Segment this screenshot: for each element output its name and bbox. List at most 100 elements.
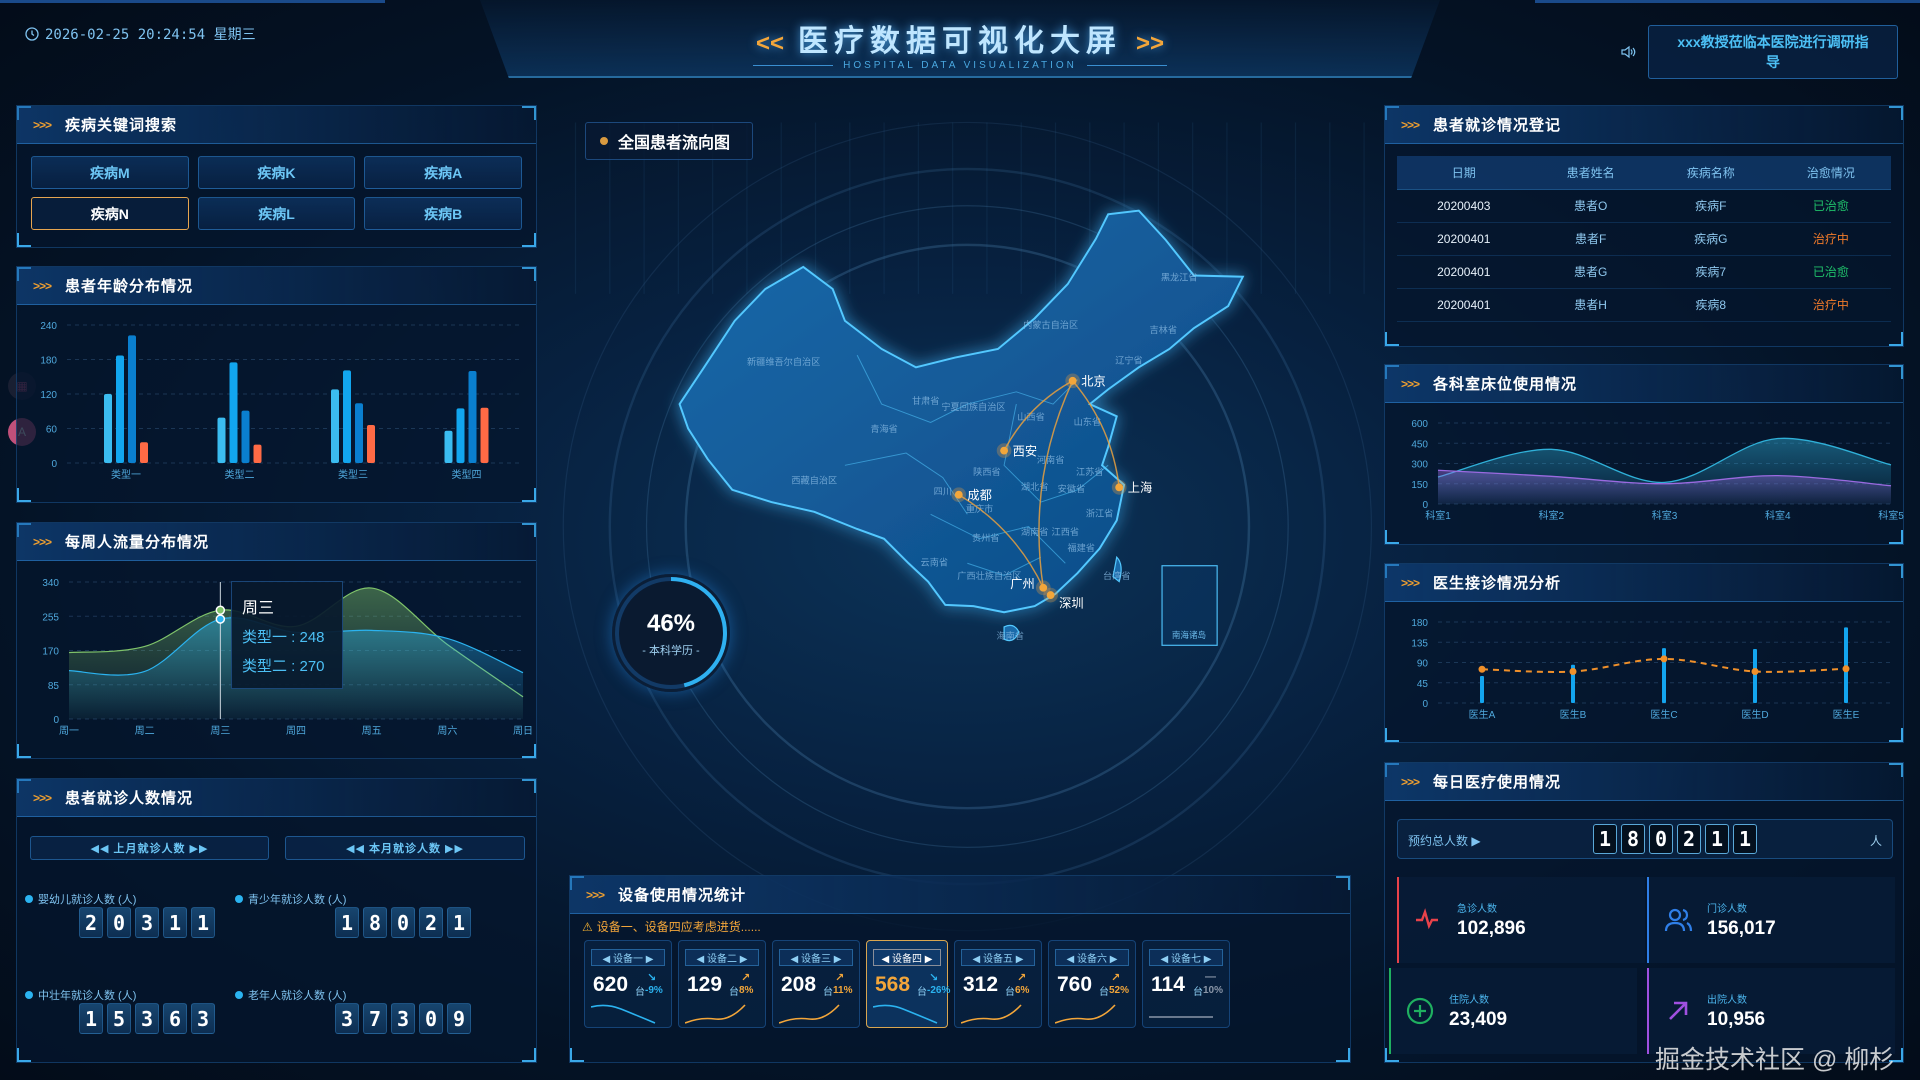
equipment-name[interactable]: ◀ 设备三 ▶ [779,949,853,966]
equipment-name[interactable]: ◀ 设备一 ▶ [591,949,665,966]
radar-ring [645,205,1289,848]
bar[interactable] [331,389,339,463]
sparkline [779,1004,840,1024]
digit: 0 [419,1003,443,1034]
this-month-button[interactable]: ◀◀ 本月就诊人数 ▶▶ [285,836,525,860]
y-tick-label: 45 [1417,679,1429,690]
y-tick-label: 135 [1411,638,1428,649]
sparkline-path [873,1004,938,1024]
line-point[interactable] [1842,665,1850,673]
table-cell: 患者F [1530,222,1651,256]
line-point[interactable] [1751,668,1759,675]
bar[interactable] [367,425,375,463]
table-row[interactable]: 20200401 患者F 疾病G 治疗中 [1397,222,1891,256]
dot-icon [235,895,243,903]
hover-point[interactable] [215,605,226,615]
digit: 8 [1621,824,1645,854]
trend-down-icon: ↘ [647,972,657,984]
equipment-card[interactable]: ◀ 设备三 ▶ 208 台 11% ↗ [772,940,860,1028]
equipment-change: 10% [1203,985,1224,996]
stat-label: 出院人数 [1707,995,1747,1006]
equipment-unit: 台 [917,987,927,998]
keyword-button[interactable]: 疾病A [364,156,522,189]
last-month-button[interactable]: ◀◀ 上月就诊人数 ▶▶ [30,836,269,860]
x-tick-label: 医生E [1833,708,1860,721]
speaker-icon[interactable] [1620,45,1636,59]
panel-title: 每日医疗使用情况 [1433,774,1562,791]
title-text: 医疗数据可视化大屏 [798,25,1122,58]
equipment-name[interactable]: ◀ 设备六 ▶ [1055,949,1129,966]
bar[interactable] [444,430,453,463]
bar[interactable] [1753,649,1757,703]
equipment-card[interactable]: ◀ 设备七 ▶ 114 台 10% — [1142,940,1230,1028]
visit-group-label: 青少年就诊人数 (人) [235,891,346,907]
keyword-button[interactable]: 疾病L [197,197,356,230]
digit: 3 [391,1003,415,1034]
bar[interactable] [343,370,351,463]
bar[interactable] [1844,627,1848,703]
bar[interactable] [355,403,363,463]
trend-up-icon: ↗ [835,972,845,984]
keyword-button[interactable]: 疾病N [31,197,189,230]
line-point[interactable] [1478,665,1486,673]
table-row[interactable]: 20200401 患者G 疾病7 已治愈 [1397,255,1891,289]
equipment-card[interactable]: ◀ 设备二 ▶ 129 台 8% ↗ [678,940,766,1028]
datetime: 2026-02-25 20:24:54 星期三 [25,24,256,44]
equipment-name[interactable]: ◀ 设备五 ▶ [961,949,1035,966]
status-cell: 治疗中 [1770,288,1891,322]
equipment-card[interactable]: ◀ 设备一 ▶ 620 台 -9% ↘ [584,940,672,1028]
digit: 0 [107,907,131,938]
equipment-card[interactable]: ◀ 设备五 ▶ 312 台 6% ↗ [954,940,1042,1028]
x-tick-label: 周六 [437,725,457,737]
bar[interactable] [140,442,148,463]
bar[interactable] [1480,676,1484,703]
x-tick-label: 周日 [513,725,533,737]
bar[interactable] [468,371,477,463]
bar[interactable] [253,444,262,463]
notice-banner[interactable]: xxx教授莅临本医院进行调研指导 [1648,25,1898,79]
y-tick-label: 0 [51,459,57,470]
equipment-card[interactable]: ◀ 设备四 ▶ 568 台 -26% ↘ [866,940,950,1028]
x-tick-label: 科室5 [1878,509,1904,522]
keyword-button[interactable]: 疾病M [31,156,189,189]
equipment-card[interactable]: ◀ 设备六 ▶ 760 台 52% ↗ [1048,940,1136,1028]
title-right-chevrons: >> [1136,30,1165,57]
y-tick-label: 0 [53,715,59,726]
sparkline [961,1004,1022,1024]
bar[interactable] [217,417,226,463]
digit: 3 [335,1003,359,1034]
keyword-button[interactable]: 疾病K [197,156,356,189]
sparkline-path [779,1004,840,1024]
x-tick-label: 周四 [286,725,306,737]
series-line[interactable] [1437,437,1892,484]
equipment-name[interactable]: ◀ 设备七 ▶ [1149,949,1223,966]
y-tick-label: 150 [1411,480,1428,491]
map-title: 全国患者流向图 [618,135,731,152]
bar[interactable] [128,335,136,463]
equipment-name[interactable]: ◀ 设备二 ▶ [685,949,759,966]
line-point[interactable] [1660,655,1668,663]
bar[interactable] [229,362,238,463]
series-line[interactable] [1437,469,1892,487]
chevrons-icon: >>> [33,534,52,549]
bar[interactable] [104,394,112,463]
bar[interactable] [116,355,124,463]
equipment-name[interactable]: ◀ 设备四 ▶ [873,949,941,966]
bar[interactable] [241,410,250,463]
bar[interactable] [456,408,465,463]
stat-card: 门诊人数 156,017 [1647,877,1895,963]
keyword-button[interactable]: 疾病B [364,197,522,230]
table-row[interactable]: 20200401 患者H 疾病8 治疗中 [1397,288,1891,322]
panel-title: 患者就诊情况登记 [1433,117,1562,134]
hover-point[interactable] [215,614,226,624]
panel-title: 患者就诊人数情况 [65,790,194,807]
sparkline [685,1004,746,1024]
equipment-value: 312 [963,973,999,996]
dot-icon [25,991,33,999]
datetime-text: 2026-02-25 20:24:54 星期三 [45,27,256,43]
line-point[interactable] [1569,668,1577,675]
table-row[interactable]: 20200403 患者O 疾病F 已治愈 [1397,189,1891,223]
panel-header: >>> 每周人流量分布情况 [17,523,536,561]
bar[interactable] [480,407,489,463]
